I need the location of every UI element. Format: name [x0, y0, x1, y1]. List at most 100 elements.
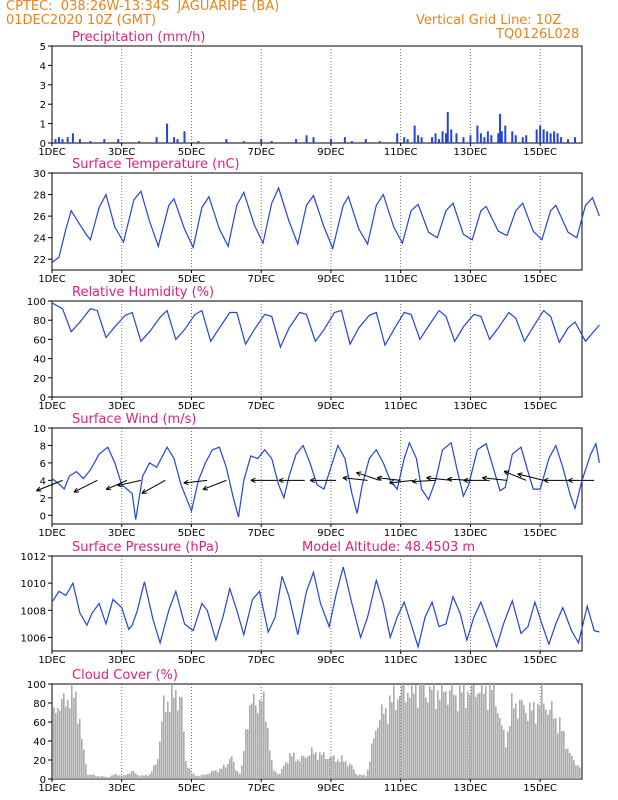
cloud-bar: [527, 721, 529, 779]
cloud-bar: [357, 775, 359, 779]
cloud-bar: [147, 775, 149, 779]
cloud-bar: [155, 764, 157, 779]
cloud-bar: [97, 776, 99, 779]
wind-vector-head: [202, 485, 208, 491]
precip-title: Precipitation (mm/h): [72, 30, 205, 45]
temperature-panel: 22 24 26 28 30 1DEC 3DEC 5DEC 7DEC 9DEC 11DEC 13DEC…: [33, 157, 600, 285]
wind-vector: [105, 479, 128, 491]
humidity-ytick-label: 0: [40, 393, 46, 404]
wind-vector-head: [377, 475, 383, 481]
humidity-series-line: [51, 302, 600, 349]
precip-bar: [479, 133, 482, 143]
cloud-bar: [59, 710, 61, 779]
cloud-bar: [571, 755, 573, 779]
precip-bar: [420, 137, 423, 143]
cloud-bar: [287, 763, 289, 779]
cloud-bar: [55, 713, 57, 779]
wind-vector-head: [463, 477, 469, 483]
humidity-ytick-label: 20: [33, 374, 46, 385]
cloud-bar: [185, 760, 187, 779]
cloud-bar: [61, 698, 63, 779]
cloud-bar: [383, 713, 385, 779]
cloud-bar: [401, 684, 403, 779]
cloud-bar: [545, 709, 547, 779]
precip-bar: [553, 131, 556, 143]
cloud-bar: [529, 702, 531, 779]
cloud-bar: [489, 684, 491, 779]
cloud-bar: [403, 684, 405, 779]
cloud-bar: [341, 755, 343, 779]
cloud-bar: [57, 708, 59, 779]
cloud-bar: [73, 697, 75, 779]
cloud-bar: [281, 768, 283, 779]
cloud-bar: [377, 727, 379, 779]
cloud-bar: [77, 723, 79, 779]
humidity-ytick-label: 100: [27, 297, 46, 308]
cloud-bar: [339, 761, 341, 779]
cloud-bar: [553, 718, 555, 779]
wind-vector-head: [309, 477, 315, 483]
cloud-bar: [289, 753, 291, 779]
cloud-bar: [455, 695, 457, 779]
cloud-bar: [531, 710, 533, 779]
cloud-ytick-label: 40: [33, 737, 46, 748]
precip-ytick-label: 3: [40, 81, 46, 92]
wind-vector-head: [356, 471, 362, 477]
cloud-bar: [249, 705, 251, 779]
cloud-bar: [149, 774, 151, 779]
cloud-bar: [273, 770, 275, 779]
cloud-bar: [299, 761, 301, 779]
wind-vector: [482, 475, 508, 481]
cloud-bar: [107, 777, 109, 779]
wind-vector: [73, 479, 98, 493]
cloud-bar: [137, 774, 139, 779]
cloud-bar: [519, 699, 521, 779]
pressure-xtick-label: 1DEC: [38, 655, 65, 666]
cloud-bar: [565, 749, 567, 779]
wind-vector-head: [105, 485, 112, 491]
cloud-bar: [551, 701, 553, 779]
precip-bar: [476, 125, 479, 143]
wind-vector-shaft: [141, 479, 166, 494]
precip-bar: [525, 135, 528, 143]
humidity-xtick-label: 9DEC: [317, 401, 344, 412]
wind-series-line: [51, 441, 600, 520]
cloud-bar: [265, 721, 267, 779]
cloud-bar: [83, 749, 85, 779]
cloud-bar: [115, 774, 117, 779]
precip-bar: [462, 137, 465, 143]
cloud-bar: [559, 717, 561, 779]
pressure-subtitle: Model Altitude: 48.4503 m: [302, 540, 475, 555]
cloud-bar: [337, 759, 339, 779]
cloud-bar: [483, 693, 485, 779]
cloud-bar: [267, 728, 269, 779]
cloud-xtick-label: 3DEC: [108, 783, 135, 794]
cloud-bar: [485, 686, 487, 779]
pressure-xtick-label: 11DEC: [384, 655, 418, 666]
cloud-bar: [189, 768, 191, 779]
cloud-bar: [491, 689, 493, 779]
precip-bar: [66, 137, 69, 143]
wind-vector: [389, 479, 413, 486]
cloud-bar: [127, 773, 129, 779]
cloud-bar: [541, 684, 543, 779]
cloud-bar: [385, 707, 387, 779]
cloud-bar: [323, 752, 325, 779]
cloud-bar: [187, 767, 189, 779]
cloud-bar: [191, 773, 193, 779]
cloud-bar: [159, 741, 161, 779]
humidity-xtick-label: 11DEC: [384, 401, 418, 412]
precip-bar: [378, 141, 381, 143]
cloud-bar: [165, 711, 167, 779]
wind-vector-head: [411, 478, 417, 485]
cloud-bar: [63, 693, 65, 779]
cloud-bar: [517, 718, 519, 779]
cloud-bar: [481, 684, 483, 779]
precip-xtick-label: 1DEC: [38, 147, 65, 158]
cloud-bar: [379, 720, 381, 779]
humidity-ytick-label: 60: [33, 335, 46, 346]
cloud-bar: [153, 765, 155, 779]
cloud-bar: [393, 685, 395, 779]
cloud-bar: [521, 700, 523, 779]
